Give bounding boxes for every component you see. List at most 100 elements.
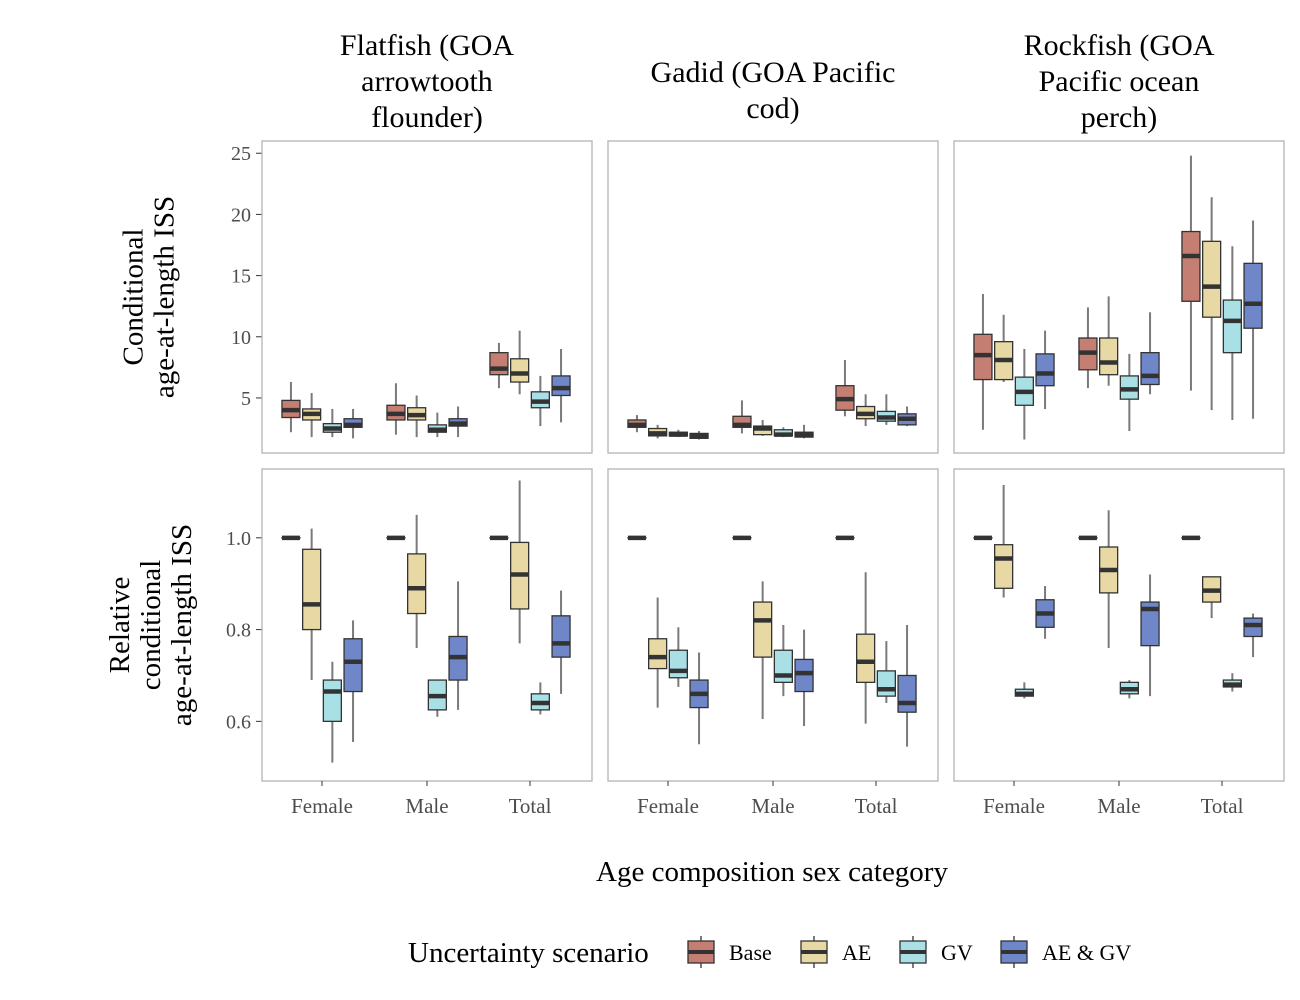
panel-r0-c1 [607,140,939,454]
box-body [1243,617,1263,638]
box-body [1243,262,1263,329]
box-aegv-total [551,349,571,423]
box-ae-male [406,395,427,438]
box-body [1099,337,1119,376]
box-ae-female [301,393,322,438]
panel-r1-c2: Female Male Total [953,468,1285,818]
facet-column-title-1: Gadid (GOA Pacific cod) [651,56,896,125]
facet-row-titles: Conditionalage-at-length ISS Relativecond… [104,196,198,726]
box-base-male [1078,307,1098,389]
box-gv-male [1119,680,1139,699]
box-gv-total [530,375,550,427]
facet-column-title-2: Rockfish (GOA Pacific ocean perch) [1024,29,1215,134]
y-tick-label: 25 [231,143,251,165]
panel-border [953,140,1285,454]
box-aegv-female [1035,586,1055,639]
x-tick-label: Total [855,794,898,818]
box-body [1140,352,1160,386]
box-body [1181,230,1201,302]
legend-label: GV [941,940,973,965]
box-aegv-male [448,406,468,438]
box-body [648,638,668,670]
y-tick-label: 5 [241,388,251,410]
box-gv-female [322,661,343,763]
box-aegv-total [1243,613,1263,658]
box-gv-male [427,412,448,438]
box-body [509,358,530,383]
box-body [1202,240,1222,318]
panel-r1-c0: Female Male Total [261,468,593,818]
box-base-total [1181,155,1201,391]
box-gv-male [1119,353,1139,431]
box-aegv-female [689,430,709,440]
box-aegv-female [343,408,363,439]
box-body [1222,299,1242,354]
box-gv-male [773,625,793,697]
box-gv-male [773,427,793,438]
box-body [732,415,752,428]
facet-column-titles: Flatfish (GOA arrowtooth flounder) Gadid (G… [340,29,1215,134]
box-ae-female [994,314,1014,383]
y-tick-label: 1.0 [226,528,251,550]
box-body [489,352,509,376]
box-body [668,649,688,679]
x-tick-label: Male [751,794,794,818]
box-body [753,601,773,658]
box-ae-male [1099,510,1119,648]
x-tick-label: Female [637,794,699,818]
box-ae-male [406,514,427,648]
panel-border [607,468,939,782]
panel-border [607,140,939,454]
x-tick-label: Male [405,794,448,818]
box-aegv-female [343,620,363,742]
box-ae-total [1202,197,1222,411]
box-base-total [489,342,509,389]
box-body [876,670,896,697]
box-body [322,679,343,723]
box-gv-total [876,394,896,425]
box-ae-female [648,424,668,439]
box-ae-total [856,394,876,427]
box-base-female [627,415,647,433]
legend-label: AE & GV [1042,940,1131,965]
box-aegv-male [1140,574,1160,697]
box-ae-total [1202,576,1222,619]
box-aegv-male [1140,312,1160,395]
panel-r0-c2 [953,140,1285,454]
box-body [551,615,571,658]
box-ae-total [509,480,530,644]
panel-r0-c0 [261,140,593,454]
box-gv-total [876,641,896,703]
y-tick-label: 0.6 [226,711,251,733]
panel-border [953,468,1285,782]
box-base-male [386,383,406,435]
box-ae-male [1099,296,1119,386]
box-gv-total [1222,673,1242,692]
legend-entry-gv: GV [899,936,973,968]
box-gv-female [1014,682,1034,699]
box-gv-total [1222,246,1242,420]
box-base-female [281,382,301,433]
x-tick-label: Total [1201,794,1244,818]
box-body [1035,353,1055,387]
box-body [406,553,427,615]
box-gv-female [322,408,343,438]
box-aegv-total [897,406,917,427]
box-base-male [732,400,752,434]
box-aegv-female [689,652,709,745]
box-ae-total [509,330,530,395]
box-gv-female [1014,349,1034,440]
box-body [856,633,876,684]
x-tick-label: Female [291,794,353,818]
box-aegv-total [897,625,917,747]
box-ae-female [994,485,1014,598]
y-tick-label: 15 [231,266,251,288]
legend-entry-ae: AE [800,936,871,968]
box-gv-female [668,429,688,438]
box-ae-female [648,597,668,708]
y-tick-label: 10 [231,327,251,349]
facet-row-title-1: Relativeconditionalage-at-length ISS [104,524,198,726]
facet-panels: 5 10 15 20 25 0.6 0.8 1.0 Female Male Total Female M… [226,140,1285,818]
box-body [551,375,571,397]
y-tick-label: 0.8 [226,620,251,642]
